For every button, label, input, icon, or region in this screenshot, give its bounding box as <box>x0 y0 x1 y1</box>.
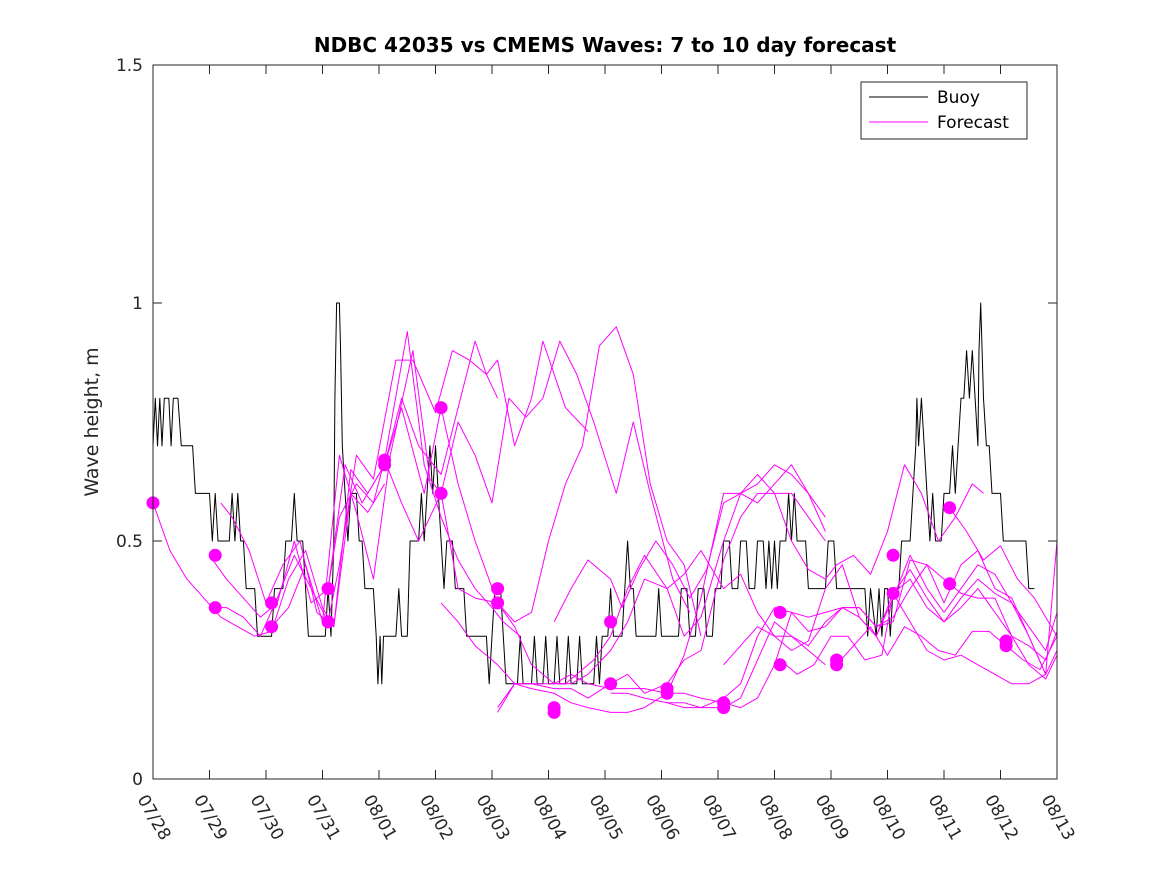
forecast-marker-25 <box>886 548 900 562</box>
legend-forecast-label: Forecast <box>937 113 1009 133</box>
forecast-marker-1 <box>208 548 222 562</box>
forecast-marker-2 <box>208 601 222 615</box>
forecast-marker-4 <box>265 620 279 634</box>
forecast-series-line-8 <box>440 492 826 699</box>
marker-layer <box>146 401 1013 719</box>
legend-box <box>860 81 1028 140</box>
forecast-marker-6 <box>321 615 335 629</box>
y-axis-label: Wave height, m <box>81 347 103 496</box>
forecast-marker-15 <box>604 615 618 629</box>
forecast-series-line-4 <box>220 340 589 628</box>
y-tick-label: 0 <box>132 770 143 790</box>
forecast-marker-16 <box>604 677 618 691</box>
forecast-series-line-9 <box>497 550 826 708</box>
forecast-marker-8 <box>378 458 392 472</box>
forecast-marker-27 <box>943 501 957 515</box>
forecast-series-line-5 <box>271 340 691 628</box>
forecast-series-line-17 <box>836 626 1058 670</box>
forecast-series-line-11 <box>553 464 984 623</box>
forecast-marker-5 <box>321 582 335 596</box>
forecast-series-line-18 <box>892 593 1046 685</box>
chart-title: NDBC 42035 vs CMEMS Waves: 7 to 10 day f… <box>314 33 897 57</box>
y-tick-label: 1 <box>132 294 143 314</box>
legend: Buoy Forecast <box>860 81 1028 140</box>
forecast-marker-22 <box>773 658 787 672</box>
forecast-series-line-2 <box>209 350 499 637</box>
forecast-marker-24 <box>830 658 844 672</box>
forecast-series-line-3 <box>209 331 521 637</box>
forecast-series-line-6 <box>327 326 702 637</box>
forecast-marker-12 <box>491 596 505 610</box>
forecast-marker-10 <box>434 486 448 500</box>
forecast-marker-11 <box>491 582 505 596</box>
forecast-marker-18 <box>660 686 674 700</box>
forecast-series-line-19 <box>949 507 1058 637</box>
forecast-series-line-16 <box>779 578 1058 680</box>
forecast-marker-30 <box>999 639 1013 653</box>
forecast-marker-26 <box>886 586 900 600</box>
forecast-marker-14 <box>547 705 561 719</box>
legend-buoy-label: Buoy <box>937 88 980 108</box>
forecast-marker-28 <box>943 577 957 591</box>
forecast-marker-21 <box>773 605 787 619</box>
plot-area <box>153 65 1057 779</box>
forecast-series-line-14 <box>666 540 1058 709</box>
forecast-marker-3 <box>265 596 279 610</box>
forecast-series-line-7 <box>384 459 826 685</box>
y-tick-label: 0.5 <box>116 532 143 552</box>
forecast-marker-20 <box>717 701 731 715</box>
y-tick-label: 1.5 <box>116 56 143 76</box>
forecast-marker-9 <box>434 401 448 415</box>
